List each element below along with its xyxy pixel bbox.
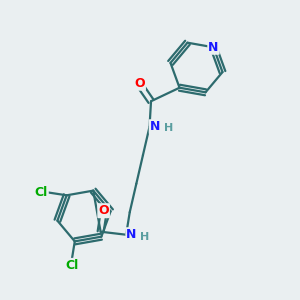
Text: O: O: [134, 77, 145, 90]
Text: N: N: [126, 228, 137, 241]
Text: O: O: [98, 204, 109, 217]
Text: Cl: Cl: [65, 259, 78, 272]
Text: N: N: [208, 41, 219, 54]
Text: N: N: [150, 120, 160, 133]
Text: H: H: [164, 123, 173, 133]
Text: H: H: [140, 232, 149, 242]
Text: Cl: Cl: [34, 186, 48, 199]
